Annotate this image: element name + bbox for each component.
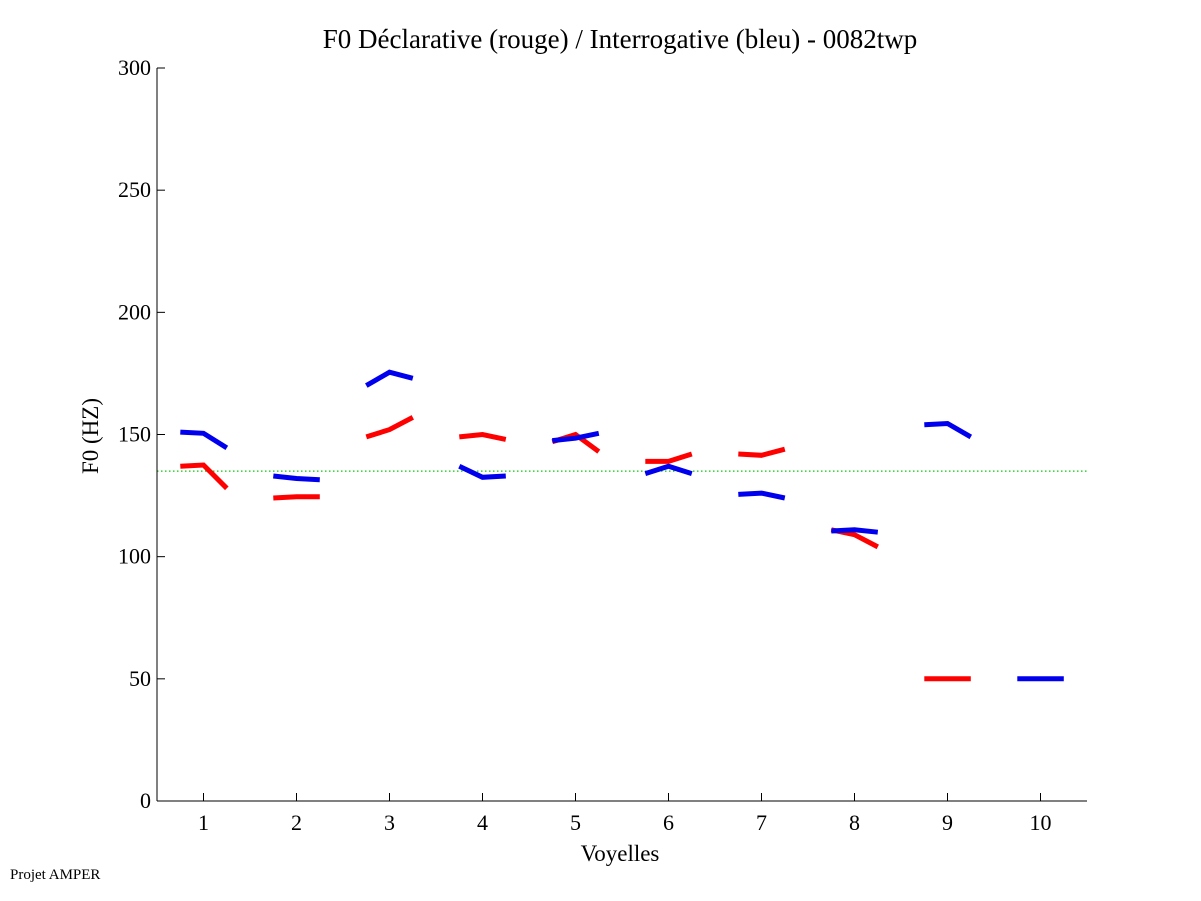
y-tick-label: 150 [118, 422, 151, 447]
x-tick-label: 6 [663, 810, 674, 835]
chart-title: F0 Déclarative (rouge) / Interrogative (… [323, 24, 918, 54]
x-axis-label: Voyelles [581, 841, 660, 866]
x-tick-label: 5 [570, 810, 581, 835]
series-1-segment-vowel-6 [645, 451, 693, 464]
footer-credit: Projet AMPER [10, 867, 100, 883]
x-tick-label: 1 [198, 810, 209, 835]
x-tick-label: 10 [1030, 810, 1052, 835]
series-2-segment-vowel-1 [180, 429, 229, 451]
series-2-segment-vowel-7 [738, 490, 786, 501]
series-2-segment-vowel-4 [458, 464, 506, 480]
y-tick-label: 200 [118, 299, 151, 324]
series-2-segment-vowel-3 [365, 369, 414, 388]
y-axis-label: F0 (HZ) [78, 398, 103, 474]
x-tick-label: 3 [384, 810, 395, 835]
series-2-segment-vowel-9 [924, 420, 973, 440]
x-tick-label: 4 [477, 810, 488, 835]
x-tick-label: 7 [756, 810, 767, 835]
series-1-segment-vowel-7 [738, 446, 786, 458]
series-2-segment-vowel-8 [831, 527, 879, 535]
y-axis: 0 50 100 150 200 250 300 [118, 55, 165, 813]
series-2-segment-vowel-5 [552, 430, 600, 444]
plot-area [157, 369, 1087, 682]
y-tick-label: 100 [118, 544, 151, 569]
x-tick-label: 8 [849, 810, 860, 835]
y-tick-label: 0 [140, 788, 151, 813]
series-2-segment-vowel-6 [644, 463, 693, 476]
y-tick-label: 50 [129, 666, 151, 691]
y-tick-label: 300 [118, 55, 151, 80]
series-1-segment-vowel-2 [273, 494, 320, 501]
x-tick-label: 2 [291, 810, 302, 835]
series-2-segment-vowel-2 [273, 473, 320, 483]
x-tick-label: 9 [942, 810, 953, 835]
series-1-segment-vowel-4 [459, 431, 507, 442]
series-1-segment-vowel-3 [365, 415, 414, 440]
y-tick-label: 250 [118, 177, 151, 202]
x-axis: 1 2 3 4 5 6 7 8 9 10 [157, 793, 1087, 835]
series-1-segment-vowel-1 [180, 462, 229, 491]
